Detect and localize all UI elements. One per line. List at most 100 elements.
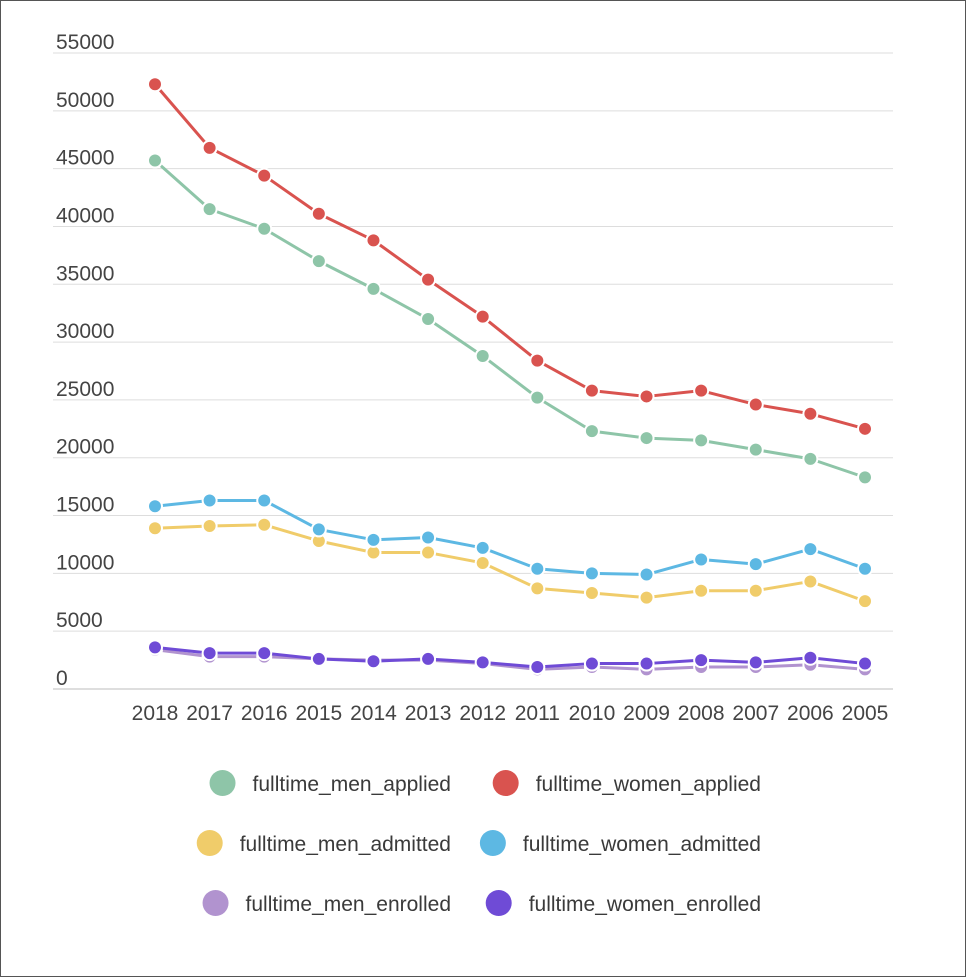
x-tick-label: 2007 (732, 702, 779, 725)
data-point (256, 645, 273, 662)
data-point (474, 539, 491, 556)
data-point (638, 430, 655, 447)
legend-swatch (209, 770, 236, 796)
series-fulltime_men_applied (147, 152, 873, 486)
series-line (154, 645, 866, 669)
series-lines (147, 76, 873, 678)
data-point (802, 573, 819, 590)
series-fulltime_women_admitted (147, 492, 873, 583)
grid-lines (53, 52, 893, 690)
data-point (365, 280, 382, 297)
data-point (256, 220, 273, 237)
data-point (583, 382, 600, 399)
x-tick-label: 2015 (295, 702, 342, 725)
data-point (147, 520, 163, 537)
legend-label: fulltime_women_admitted (523, 833, 761, 856)
y-tick-label: 0 (56, 667, 68, 690)
legend-swatch (479, 830, 506, 856)
legend-swatch (202, 890, 229, 916)
y-tick-label: 20000 (56, 436, 114, 459)
data-point (147, 498, 163, 515)
y-tick-label: 55000 (56, 31, 114, 54)
data-point (693, 582, 710, 599)
y-tick-label: 45000 (56, 147, 114, 170)
data-point (365, 232, 382, 249)
x-tick-label: 2011 (515, 702, 560, 725)
x-tick-label: 2017 (186, 702, 233, 725)
legend-swatch (485, 890, 512, 916)
series-line (154, 648, 866, 671)
series-line (154, 499, 866, 577)
y-tick-label: 30000 (56, 320, 114, 343)
data-point (529, 352, 546, 369)
data-point (310, 650, 327, 667)
y-tick-label: 5000 (56, 609, 103, 632)
y-tick-label: 25000 (56, 378, 114, 401)
data-point (420, 529, 437, 546)
data-point (583, 585, 600, 602)
x-tick-label: 2009 (623, 702, 670, 725)
data-point (693, 382, 710, 399)
data-point (747, 396, 764, 413)
data-point (583, 655, 600, 672)
legend-label: fulltime_men_applied (253, 773, 451, 796)
data-point (420, 271, 437, 288)
data-point (857, 469, 873, 486)
data-point (474, 347, 491, 364)
x-tick-label: 2016 (241, 702, 288, 725)
data-point (802, 405, 819, 422)
data-point (147, 152, 163, 169)
data-point (802, 450, 819, 467)
y-tick-label: 50000 (56, 89, 114, 112)
legend-item: fulltime_men_enrolled (202, 890, 451, 916)
x-tick-label: 2014 (350, 702, 397, 725)
data-point (638, 655, 655, 672)
data-point (201, 201, 218, 218)
data-point (529, 580, 546, 597)
x-tick-label: 2006 (787, 702, 834, 725)
data-point (802, 541, 819, 558)
x-axis: 2018 2017 2016 2015 2014 2013 2012 2011 2010 2009… (132, 702, 889, 725)
data-point (147, 76, 163, 93)
data-point (201, 492, 218, 509)
series-line (154, 159, 866, 479)
legend-item: fulltime_women_enrolled (485, 890, 761, 916)
data-point (529, 560, 546, 577)
data-point (420, 310, 437, 327)
data-point (201, 517, 218, 534)
data-point (638, 589, 655, 606)
legend: fulltime_men_applied fulltime_women_appli… (196, 770, 761, 916)
legend-item: fulltime_women_applied (492, 770, 761, 796)
legend-item: fulltime_women_admitted (479, 830, 761, 856)
legend-label: fulltime_men_admitted (240, 833, 451, 856)
data-point (857, 593, 873, 610)
data-point (256, 516, 273, 533)
y-tick-label: 40000 (56, 204, 114, 227)
data-point (201, 139, 218, 156)
y-tick-label: 35000 (56, 262, 114, 285)
y-tick-label: 15000 (56, 494, 114, 517)
legend-label: fulltime_women_applied (536, 773, 761, 796)
data-point (420, 544, 437, 561)
data-point (583, 423, 600, 440)
x-tick-label: 2012 (459, 702, 506, 725)
data-point (474, 654, 491, 671)
data-point (857, 560, 873, 577)
data-point (310, 521, 327, 538)
data-point (529, 659, 546, 676)
data-point (256, 492, 273, 509)
data-point (365, 653, 382, 670)
series-fulltime_women_applied (147, 76, 873, 437)
data-point (201, 645, 218, 662)
legend-swatch (196, 830, 223, 856)
data-point (256, 167, 273, 184)
data-point (857, 420, 873, 437)
x-tick-label: 2018 (132, 702, 179, 725)
data-point (529, 389, 546, 406)
data-point (747, 441, 764, 458)
data-point (583, 565, 600, 582)
data-point (310, 253, 327, 270)
data-point (693, 432, 710, 449)
